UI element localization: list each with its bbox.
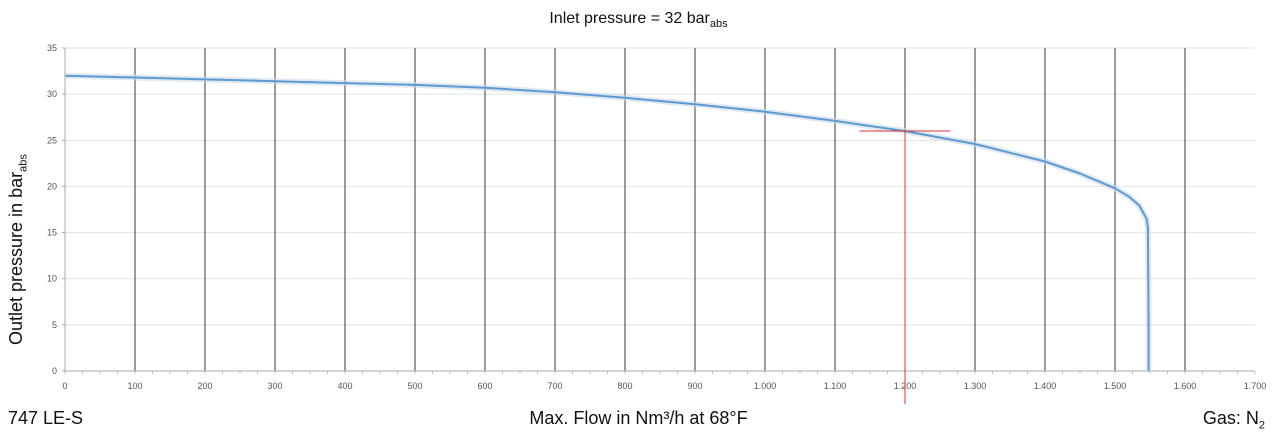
y-tick-label: 10 xyxy=(47,274,57,284)
x-tick-label: 1.100 xyxy=(824,381,847,391)
y-tick-label: 35 xyxy=(47,43,57,53)
y-tick-label: 25 xyxy=(47,135,57,145)
x-tick-label: 1.600 xyxy=(1174,381,1197,391)
x-tick-label: 1.400 xyxy=(1034,381,1057,391)
y-axis-label: Outlet pressure in barabs xyxy=(6,154,30,345)
x-tick-label: 700 xyxy=(547,381,562,391)
x-tick-label: 500 xyxy=(407,381,422,391)
x-tick-label: 1.000 xyxy=(754,381,777,391)
chart-title: Inlet pressure = 32 barabs xyxy=(549,10,728,31)
x-tick-label: 400 xyxy=(337,381,352,391)
y-axis-label-subscript: abs xyxy=(17,154,30,172)
x-tick-label: 1.700 xyxy=(1244,381,1267,391)
y-tick-label: 30 xyxy=(47,89,57,99)
x-tick-label: 1.500 xyxy=(1104,381,1127,391)
x-tick-label: 1.300 xyxy=(964,381,987,391)
x-tick-label: 800 xyxy=(617,381,632,391)
series-line-shadow xyxy=(64,72,1152,371)
gas-label-subscript: 2 xyxy=(1258,419,1265,432)
y-tick-label: 20 xyxy=(47,181,57,191)
chart-title-subscript: abs xyxy=(709,18,728,31)
x-tick-label: 200 xyxy=(197,381,212,391)
x-axis-label: Max. Flow in Nm³/h at 68°F xyxy=(529,408,748,428)
x-tick-label: 900 xyxy=(687,381,702,391)
series-line xyxy=(64,74,1150,371)
y-tick-label: 15 xyxy=(47,228,57,238)
model-label: 747 LE-S xyxy=(8,408,84,428)
y-tick-label: 5 xyxy=(52,320,57,330)
y-tick-label: 0 xyxy=(52,366,57,376)
x-tick-label: 100 xyxy=(127,381,142,391)
x-tick-label: 300 xyxy=(267,381,282,391)
gas-label: Gas: N2 xyxy=(1202,408,1265,432)
x-tick-label: 600 xyxy=(477,381,492,391)
x-tick-label: 0 xyxy=(62,381,67,391)
